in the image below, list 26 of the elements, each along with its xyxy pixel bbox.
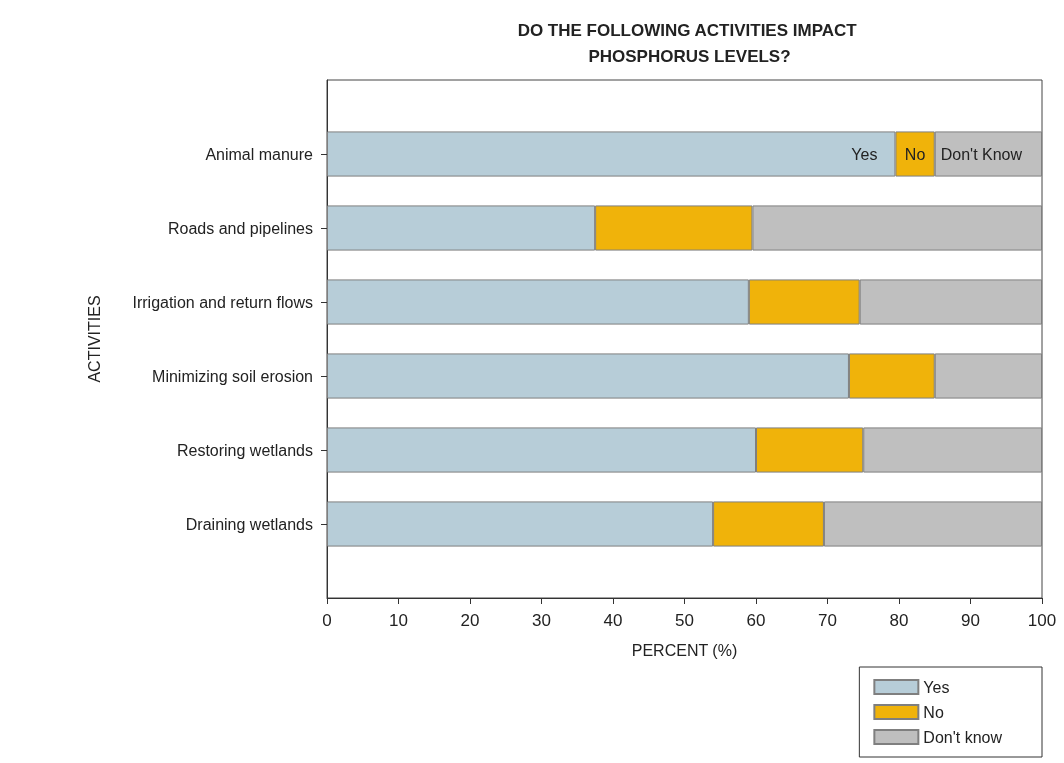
y-tick-label: Roads and pipelines [168,219,313,237]
x-tick-label: 70 [818,611,837,630]
chart-title: DO THE FOLLOWING ACTIVITIES IMPACT PHOSPHORUS LEVELS? [517,20,862,66]
x-tick-label: 60 [746,611,766,630]
x-tick-label: 80 [889,611,909,630]
annotation: Yes [851,145,878,163]
x-tick-label: 20 [460,611,480,630]
y-tick-label: Irrigation and return flows [132,293,313,311]
x-tick-label: 100 [1027,611,1057,630]
y-tick-label: Minimizing soil erosion [152,367,313,385]
x-tick-label: 40 [603,611,623,630]
x-tick-label: 30 [532,611,551,630]
x-tick-label: 10 [389,611,408,630]
x-tick-label: 0 [322,611,332,630]
y-tick-label: Animal manure [205,145,314,163]
y-tick-label: Draining wetlands [185,515,313,533]
y-axis-title: ACTIVITIES [85,295,103,383]
x-tick-label: 50 [675,611,694,630]
y-tick-label: Restoring wetlands [176,441,313,459]
x-axis-title: PERCENT (%) [631,641,738,659]
legend-label: Don't know [923,728,1003,746]
x-tick-label: 90 [961,611,980,630]
legend-label: No [923,703,944,721]
annotation: No [904,145,926,163]
legend-label: Yes [923,678,950,696]
annotation: Don't Know [940,145,1023,163]
